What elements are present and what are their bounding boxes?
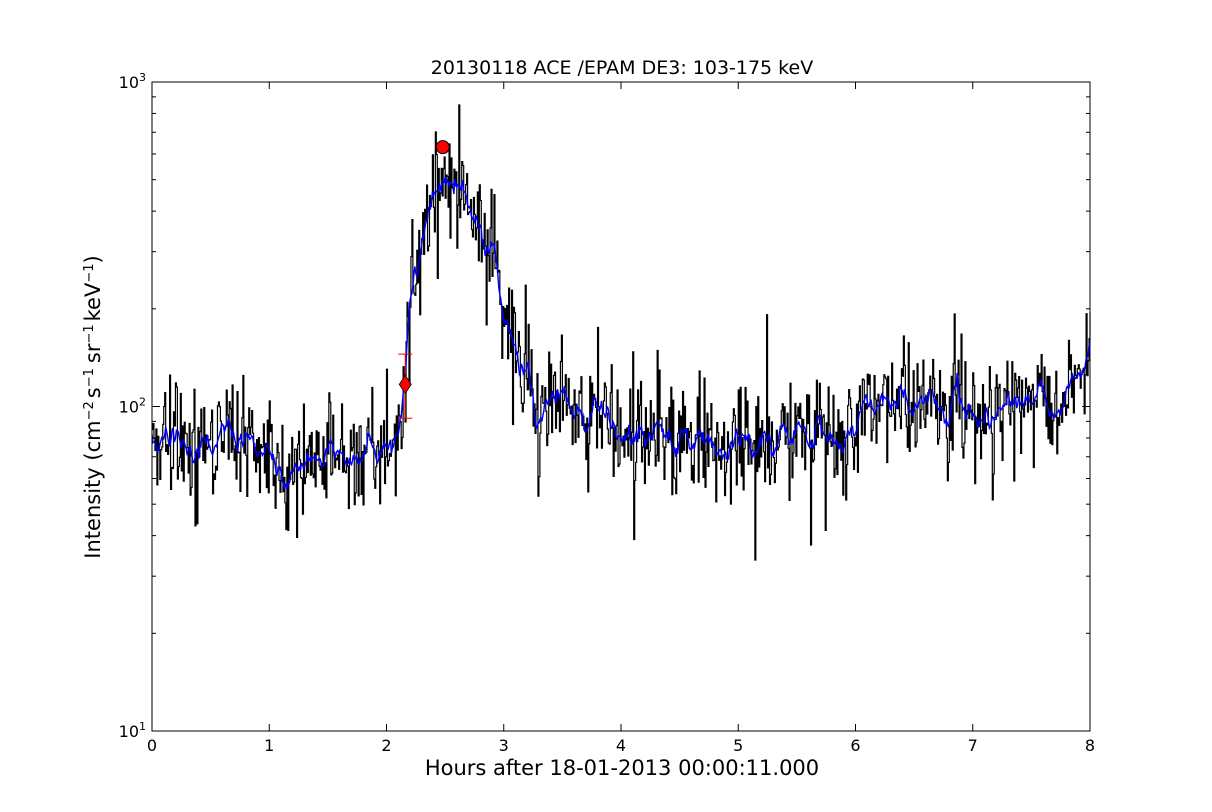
plot-area bbox=[151, 104, 1091, 561]
x-tick-label: 3 bbox=[499, 736, 509, 755]
axis-ticks bbox=[151, 81, 1091, 732]
y-axis-label: Intensity (cm−2s−1sr−1keV−1) bbox=[81, 255, 105, 558]
x-tick-label: 4 bbox=[616, 736, 626, 755]
x-tick-label: 1 bbox=[264, 736, 274, 755]
onset-marker bbox=[398, 374, 412, 395]
event-markers bbox=[398, 140, 450, 419]
x-axis-label: Hours after 18-01-2013 00:00:11.000 bbox=[425, 756, 819, 780]
y-tick-label: 103 bbox=[119, 71, 146, 92]
x-tick-label: 6 bbox=[850, 736, 860, 755]
y-tick-labels: 101 102 103 bbox=[119, 71, 146, 741]
x-tick-label: 0 bbox=[147, 736, 157, 755]
raw-intensity-series bbox=[152, 104, 1091, 561]
x-tick-label: 2 bbox=[381, 736, 391, 755]
smoothed-series-line bbox=[151, 176, 1091, 490]
chart-title: 20130118 ACE /EPAM DE3: 103-175 keV bbox=[431, 57, 813, 79]
raw-series-line bbox=[152, 104, 1091, 561]
smoothed-intensity-series bbox=[151, 176, 1091, 490]
x-tick-labels: 0 1 2 3 4 5 6 7 8 bbox=[147, 736, 1095, 755]
x-tick-label: 7 bbox=[968, 736, 978, 755]
peak-marker bbox=[435, 140, 450, 155]
y-tick-label: 101 bbox=[119, 720, 146, 741]
x-tick-label: 8 bbox=[1085, 736, 1095, 755]
y-tick-label: 102 bbox=[119, 396, 146, 417]
x-tick-label: 5 bbox=[733, 736, 743, 755]
